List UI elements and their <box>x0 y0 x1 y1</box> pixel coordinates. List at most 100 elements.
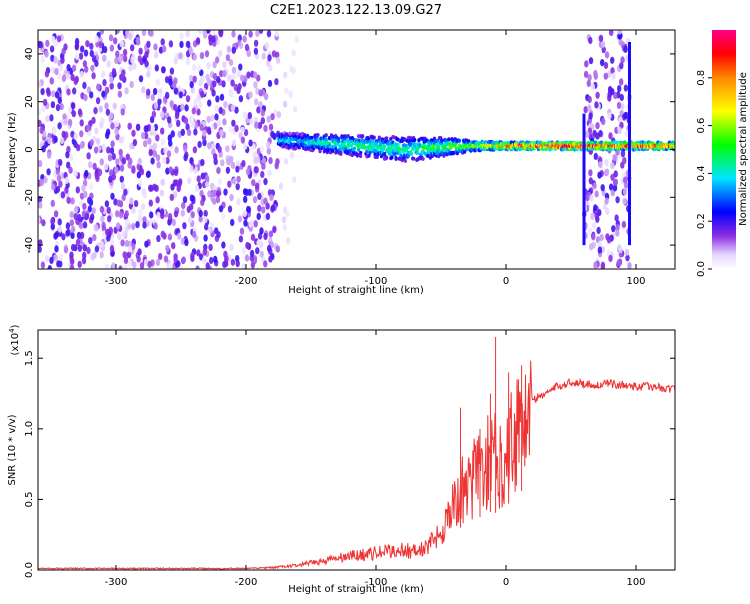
noise-cell <box>597 209 602 217</box>
signal-cell <box>363 145 367 150</box>
noise-cell <box>192 146 198 154</box>
noise-cell <box>590 83 595 91</box>
noise-cell <box>109 147 115 155</box>
spectrogram-y-label: Frequency (Hz) <box>7 112 18 188</box>
noise-cell <box>253 47 259 55</box>
noise-cell <box>231 30 236 38</box>
noise-cell <box>242 111 247 119</box>
noise-cell <box>158 252 163 261</box>
noise-cell <box>100 215 105 223</box>
noise-cell <box>138 75 144 83</box>
noise-cell <box>38 108 42 116</box>
noise-cell <box>205 174 210 182</box>
noise-cell <box>248 220 253 228</box>
noise-cell <box>200 198 205 207</box>
noise-cell <box>173 210 179 218</box>
noise-cell <box>288 90 293 98</box>
noise-cell <box>173 104 178 112</box>
noise-cell <box>272 226 277 234</box>
noise-cell <box>95 137 101 145</box>
noise-cell <box>214 113 219 121</box>
noise-cell <box>588 112 593 120</box>
signal-cell <box>403 158 407 163</box>
noise-cell <box>49 256 54 264</box>
noise-cell <box>246 71 251 79</box>
noise-cell <box>61 74 67 82</box>
noise-cell <box>123 188 128 196</box>
noise-cell <box>161 45 167 53</box>
signal-cell <box>374 141 378 146</box>
noise-cell <box>267 79 273 88</box>
noise-cell <box>83 190 88 199</box>
noise-cell <box>163 255 169 263</box>
x-tick-label: -200 <box>235 276 258 287</box>
noise-cell <box>152 150 158 158</box>
noise-cell <box>268 157 273 165</box>
noise-cell <box>589 243 594 251</box>
noise-cell <box>168 261 173 269</box>
noise-cell <box>106 60 112 68</box>
noise-cell <box>125 218 130 226</box>
noise-cell <box>261 206 266 214</box>
noise-cell <box>220 159 225 167</box>
noise-cell <box>176 119 181 127</box>
noise-cell <box>38 80 42 88</box>
noise-cell <box>229 90 234 98</box>
noise-cell <box>106 206 111 214</box>
noise-cell <box>254 182 260 190</box>
noise-cell <box>196 64 202 72</box>
noise-cell <box>63 246 69 254</box>
noise-cell <box>587 95 592 104</box>
colorbar-tick-label: 0.4 <box>696 165 707 181</box>
noise-cell <box>173 77 178 85</box>
snr-y-label: SNR (10 * v/v) <box>7 414 18 485</box>
noise-cell <box>226 45 232 53</box>
noise-cell <box>263 260 268 268</box>
noise-cell <box>622 188 628 196</box>
signal-cell <box>457 138 462 143</box>
noise-cell <box>596 226 601 234</box>
noise-cell <box>124 87 129 95</box>
noise-cell <box>168 40 174 48</box>
figure-title: C2E1.2023.122.13.09.G27 <box>270 3 442 18</box>
noise-cell <box>162 156 167 164</box>
noise-cell <box>625 254 630 262</box>
noise-cell <box>127 245 133 253</box>
noise-cell <box>69 264 75 269</box>
signal-cell <box>430 147 434 152</box>
x-tick-label: 0 <box>503 276 509 287</box>
noise-cell <box>61 130 66 138</box>
noise-cell <box>144 51 149 59</box>
noise-cell <box>242 209 247 218</box>
noise-cell <box>621 220 627 229</box>
noise-cell <box>187 177 192 185</box>
noise-cell <box>153 222 158 230</box>
signal-cell <box>372 135 376 140</box>
noise-cell <box>69 219 75 227</box>
noise-cell <box>283 71 288 79</box>
signal-cell <box>310 135 314 140</box>
noise-cell <box>49 114 54 122</box>
noise-cell <box>114 166 119 174</box>
noise-cell <box>120 108 125 116</box>
signal-cell <box>295 131 299 136</box>
noise-cell <box>192 75 197 83</box>
noise-cell <box>264 42 269 50</box>
noise-cell <box>90 253 95 261</box>
signal-cell <box>337 136 341 141</box>
noise-cell <box>112 102 118 110</box>
noise-cell <box>67 118 73 126</box>
noise-cell <box>111 68 117 76</box>
noise-cell <box>281 216 287 224</box>
noise-cell <box>197 30 203 35</box>
noise-cell <box>176 232 182 240</box>
noise-cell <box>160 138 165 146</box>
noise-cell <box>228 58 234 67</box>
noise-cell <box>622 197 627 205</box>
noise-cell <box>224 255 229 263</box>
colorbar-tick-label: 0.0 <box>696 261 707 277</box>
signal-cell <box>383 144 387 149</box>
